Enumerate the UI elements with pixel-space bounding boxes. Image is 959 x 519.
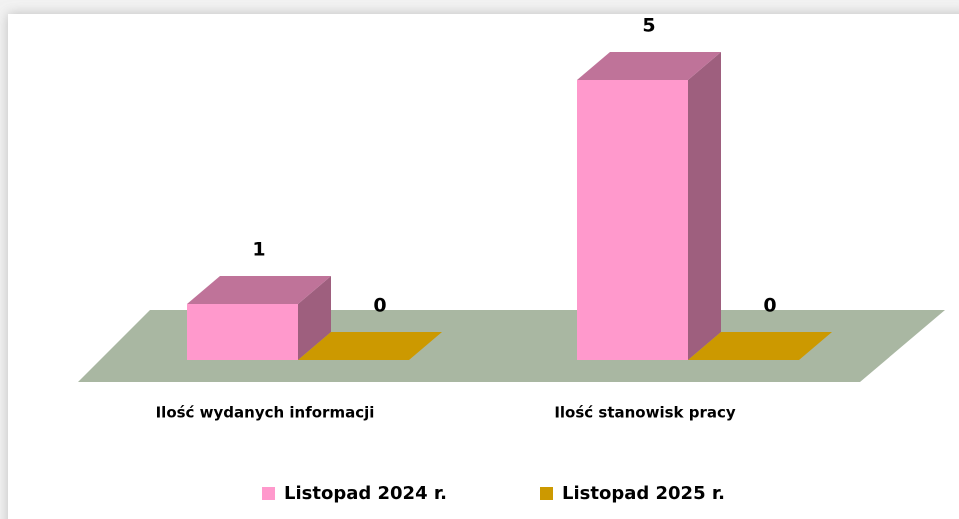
- bar: [298, 332, 442, 360]
- x-tick-label: Ilość wydanych informacji: [156, 404, 375, 422]
- data-label: 0: [373, 295, 386, 317]
- bar: [577, 52, 721, 360]
- legend-swatch: [262, 487, 275, 500]
- data-label: 1: [252, 239, 265, 261]
- bar: [187, 276, 331, 360]
- bar-top: [688, 332, 832, 360]
- data-label: 5: [642, 15, 655, 37]
- bar: [688, 332, 832, 360]
- chart-background: [8, 14, 959, 519]
- bar-top: [298, 332, 442, 360]
- bar-top: [187, 276, 331, 304]
- legend-swatch: [540, 487, 553, 500]
- bar-top: [577, 52, 721, 80]
- legend-label: Listopad 2025 r.: [562, 483, 725, 504]
- bar-front: [577, 80, 688, 360]
- x-tick-label: Ilość stanowisk pracy: [554, 404, 736, 422]
- legend-label: Listopad 2024 r.: [284, 483, 447, 504]
- bar-front: [187, 304, 298, 360]
- bar-side: [688, 52, 721, 360]
- data-label: 0: [763, 295, 776, 317]
